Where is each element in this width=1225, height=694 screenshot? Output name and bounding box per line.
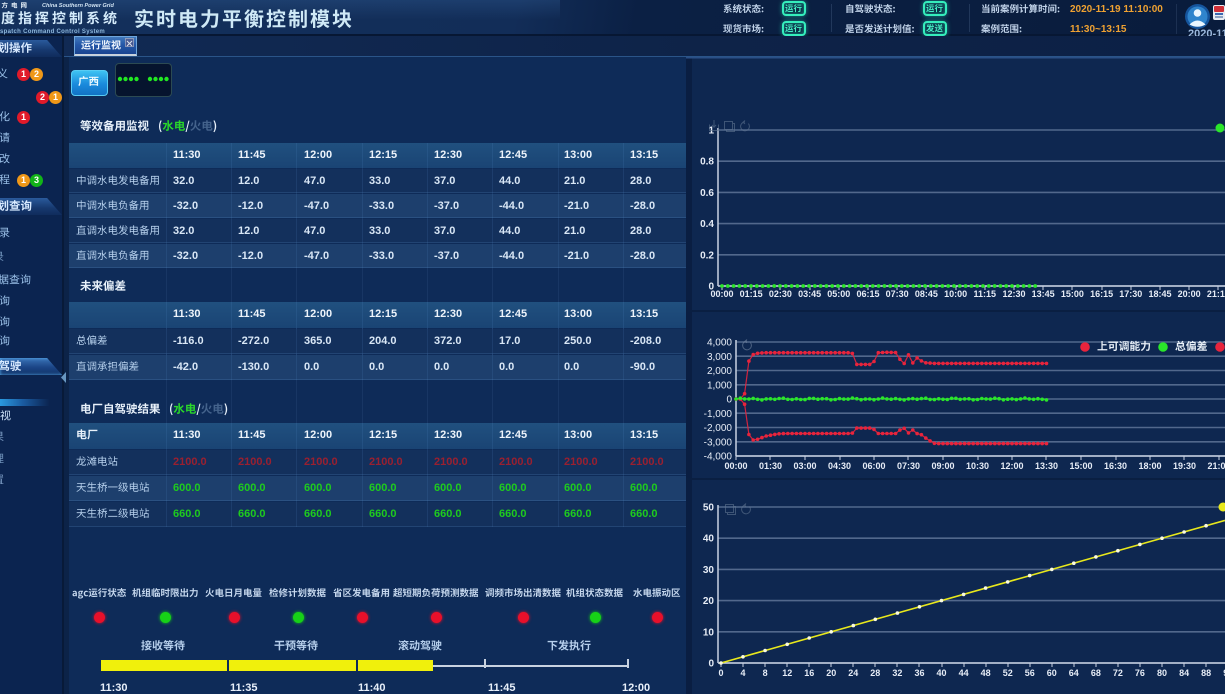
svg-text:20: 20 xyxy=(826,668,836,678)
svg-text:0: 0 xyxy=(718,668,723,678)
svg-text:00:00: 00:00 xyxy=(724,461,747,471)
svg-text:09:00: 09:00 xyxy=(931,461,954,471)
svg-text:36: 36 xyxy=(914,668,924,678)
svg-text:03:00: 03:00 xyxy=(793,461,816,471)
svg-text:0: 0 xyxy=(708,659,714,670)
svg-text:18:00: 18:00 xyxy=(1138,461,1161,471)
svg-text:-1,000: -1,000 xyxy=(704,409,733,420)
svg-text:16: 16 xyxy=(804,668,814,678)
svg-text:8: 8 xyxy=(763,668,768,678)
svg-text:50: 50 xyxy=(703,503,715,514)
svg-text:-2,000: -2,000 xyxy=(704,423,733,434)
svg-text:03:45: 03:45 xyxy=(798,289,821,299)
svg-text:05:00: 05:00 xyxy=(827,289,850,299)
svg-text:02:30: 02:30 xyxy=(769,289,792,299)
svg-text:17:30: 17:30 xyxy=(1119,289,1142,299)
svg-text:01:15: 01:15 xyxy=(740,289,763,299)
svg-text:32: 32 xyxy=(892,668,902,678)
svg-text:12:30: 12:30 xyxy=(1002,289,1025,299)
svg-text:0: 0 xyxy=(708,282,714,293)
svg-text:12: 12 xyxy=(782,668,792,678)
svg-text:15:00: 15:00 xyxy=(1069,461,1092,471)
svg-text:28: 28 xyxy=(870,668,880,678)
svg-text:06:00: 06:00 xyxy=(862,461,885,471)
svg-text:20: 20 xyxy=(703,596,715,607)
svg-text:18:45: 18:45 xyxy=(1148,289,1171,299)
svg-text:00:00: 00:00 xyxy=(710,289,733,299)
svg-text:40: 40 xyxy=(703,534,715,545)
svg-text:15:00: 15:00 xyxy=(1061,289,1084,299)
svg-text:06:15: 06:15 xyxy=(856,289,879,299)
svg-text:60: 60 xyxy=(1047,668,1057,678)
svg-text:-4,000: -4,000 xyxy=(704,452,733,463)
svg-text:10:30: 10:30 xyxy=(966,461,989,471)
svg-text:92: 92 xyxy=(1223,668,1225,678)
svg-text:21:00: 21:00 xyxy=(1207,461,1225,471)
svg-text:68: 68 xyxy=(1091,668,1101,678)
svg-text:80: 80 xyxy=(1157,668,1167,678)
svg-text:84: 84 xyxy=(1179,668,1189,678)
svg-text:01:30: 01:30 xyxy=(759,461,782,471)
svg-text:2,000: 2,000 xyxy=(707,366,732,377)
svg-text:4,000: 4,000 xyxy=(707,338,732,349)
svg-text:07:30: 07:30 xyxy=(886,289,909,299)
svg-text:07:30: 07:30 xyxy=(897,461,920,471)
svg-text:20:00: 20:00 xyxy=(1178,289,1201,299)
svg-text:0.8: 0.8 xyxy=(700,157,714,168)
svg-text:3,000: 3,000 xyxy=(707,352,732,363)
svg-text:10:00: 10:00 xyxy=(944,289,967,299)
svg-text:11:15: 11:15 xyxy=(974,289,997,299)
svg-text:30: 30 xyxy=(703,565,715,576)
svg-text:88: 88 xyxy=(1201,668,1211,678)
svg-text:10: 10 xyxy=(703,627,715,638)
svg-text:56: 56 xyxy=(1025,668,1035,678)
svg-text:19:30: 19:30 xyxy=(1173,461,1196,471)
svg-text:0.2: 0.2 xyxy=(700,250,714,261)
svg-text:72: 72 xyxy=(1113,668,1123,678)
svg-text:0.4: 0.4 xyxy=(700,219,714,230)
svg-text:24: 24 xyxy=(848,668,858,678)
svg-text:64: 64 xyxy=(1069,668,1079,678)
svg-text:21:15: 21:15 xyxy=(1207,289,1225,299)
svg-text:16:15: 16:15 xyxy=(1090,289,1113,299)
svg-text:13:30: 13:30 xyxy=(1035,461,1058,471)
svg-text:52: 52 xyxy=(1003,668,1013,678)
svg-text:04:30: 04:30 xyxy=(828,461,851,471)
svg-text:4: 4 xyxy=(740,668,745,678)
svg-text:44: 44 xyxy=(959,668,969,678)
svg-text:0.6: 0.6 xyxy=(700,188,714,199)
svg-text:-3,000: -3,000 xyxy=(704,437,733,448)
svg-text:40: 40 xyxy=(936,668,946,678)
svg-text:0: 0 xyxy=(726,395,732,406)
svg-text:16:30: 16:30 xyxy=(1104,461,1127,471)
svg-text:08:45: 08:45 xyxy=(915,289,938,299)
svg-text:13:45: 13:45 xyxy=(1032,289,1055,299)
svg-text:1,000: 1,000 xyxy=(707,380,732,391)
svg-text:48: 48 xyxy=(981,668,991,678)
svg-text:76: 76 xyxy=(1135,668,1145,678)
svg-text:12:00: 12:00 xyxy=(1000,461,1023,471)
